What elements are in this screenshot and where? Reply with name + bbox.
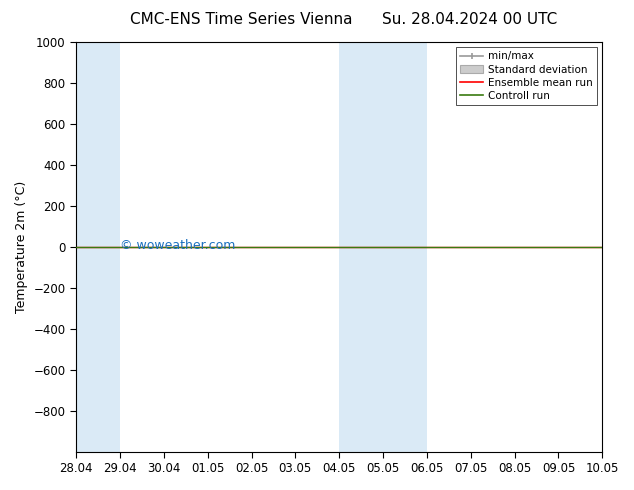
Text: CMC-ENS Time Series Vienna: CMC-ENS Time Series Vienna (130, 12, 352, 27)
Text: Su. 28.04.2024 00 UTC: Su. 28.04.2024 00 UTC (382, 12, 557, 27)
Bar (383, 42, 427, 452)
Bar (76, 42, 120, 452)
Y-axis label: Temperature 2m (°C): Temperature 2m (°C) (15, 181, 28, 313)
Bar (339, 42, 383, 452)
Legend: min/max, Standard deviation, Ensemble mean run, Controll run: min/max, Standard deviation, Ensemble me… (456, 47, 597, 105)
Text: © woweather.com: © woweather.com (120, 239, 235, 252)
